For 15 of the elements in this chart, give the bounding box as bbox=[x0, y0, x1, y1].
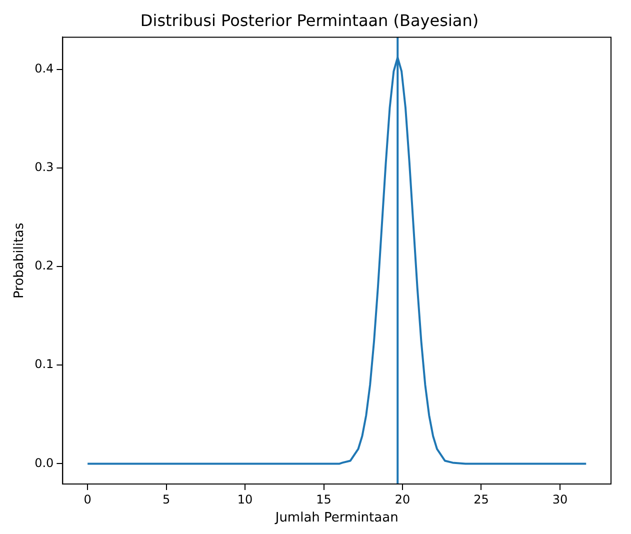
x-tick-label: 20 bbox=[394, 492, 410, 506]
x-tick-label: 10 bbox=[237, 492, 253, 506]
x-axis-title: Jumlah Permintaan bbox=[274, 510, 398, 526]
x-tick-label: 5 bbox=[162, 492, 170, 506]
y-tick-label: 0.2 bbox=[34, 258, 54, 273]
x-tick-label: 15 bbox=[316, 492, 332, 506]
chart-title: Distribusi Posterior Permintaan (Bayesian) bbox=[140, 10, 479, 30]
y-axis-title: Probabilitas bbox=[12, 222, 28, 298]
x-tick-label: 30 bbox=[552, 492, 568, 506]
y-tick-label: 0.3 bbox=[34, 160, 54, 174]
y-tick-label: 0.1 bbox=[34, 357, 54, 372]
x-tick-label: 25 bbox=[474, 492, 489, 506]
y-tick-label: 0.0 bbox=[34, 456, 54, 470]
y-tick-label: 0.4 bbox=[34, 61, 54, 76]
x-tick-label: 0 bbox=[84, 492, 92, 506]
